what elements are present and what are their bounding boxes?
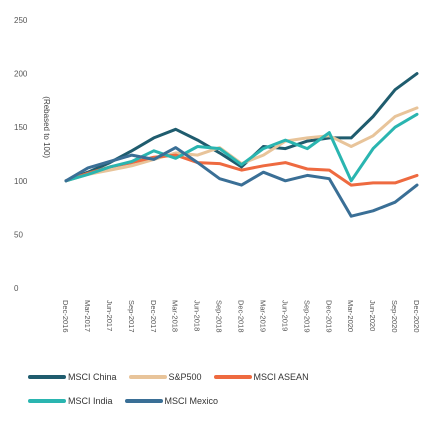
legend-label: MSCI India xyxy=(68,396,113,406)
legend-item: MSCI India xyxy=(28,396,113,406)
legend-label: S&P500 xyxy=(168,372,202,382)
date-tick-label: Dec-2019 xyxy=(324,300,333,333)
date-tick-label: Dec-2016 xyxy=(61,300,70,333)
legend: MSCI China S&P500 MSCI ASEAN MSCI India MSCI… xyxy=(28,365,428,413)
legend-swatch xyxy=(28,375,66,379)
date-tick-label: Mar-2019 xyxy=(258,300,267,332)
date-tick-labels: Dec-2016 Mar-2017 Jun-2017 Sep-2017 Dec-2017… xyxy=(61,300,421,333)
date-tick-label: Mar-2020 xyxy=(346,300,355,332)
legend-swatch xyxy=(28,399,66,403)
date-tick-label: Dec-2018 xyxy=(237,300,246,333)
value-tick-label: 200 xyxy=(14,70,28,79)
value-tick-label: 0 xyxy=(14,284,19,293)
series-line-msci-china xyxy=(64,72,419,183)
legend-label: MSCI Mexico xyxy=(164,396,219,406)
legend-row: MSCI China S&P500 MSCI ASEAN xyxy=(28,365,428,389)
date-tick-label: Sep-2020 xyxy=(390,300,399,333)
date-tick-label: Jun-2019 xyxy=(280,300,289,331)
legend-label: MSCI ASEAN xyxy=(253,372,309,382)
legend-item: S&P500 xyxy=(128,372,202,382)
date-tick-label: Dec-2017 xyxy=(149,300,158,333)
value-tick-label: 250 xyxy=(14,16,28,25)
legend-swatch xyxy=(128,375,167,379)
value-tick-label: 100 xyxy=(14,177,28,186)
value-tick-label: 150 xyxy=(14,123,28,132)
date-tick-label: Sep-2017 xyxy=(127,300,136,333)
date-tick-label: Sep-2018 xyxy=(215,300,224,333)
legend-item: MSCI ASEAN xyxy=(213,372,309,382)
legend-item: MSCI Mexico xyxy=(124,396,219,406)
value-tick-labels: 0 50 100 150 200 250 xyxy=(14,16,28,293)
date-tick-label: Jun-2018 xyxy=(193,300,202,331)
legend-item: MSCI China xyxy=(28,372,117,382)
legend-label: MSCI China xyxy=(68,372,117,382)
series-line-msci-mexico xyxy=(64,146,419,218)
date-tick-label: Dec-2020 xyxy=(412,300,421,333)
series-line-msci-india xyxy=(64,112,419,183)
date-tick-label: Jun-2020 xyxy=(368,300,377,331)
date-tick-label: Sep-2019 xyxy=(302,300,311,333)
legend-row: MSCI India MSCI Mexico xyxy=(28,389,428,413)
legend-swatch xyxy=(213,375,252,379)
date-tick-label: Mar-2017 xyxy=(83,300,92,332)
legend-swatch xyxy=(124,399,163,403)
date-tick-label: Jun-2017 xyxy=(105,300,114,331)
value-tick-label: 50 xyxy=(14,230,23,239)
date-tick-label: Mar-2018 xyxy=(171,300,180,332)
value-axis-label: (Rebased to 100) xyxy=(42,96,51,158)
series-layer xyxy=(64,72,419,218)
